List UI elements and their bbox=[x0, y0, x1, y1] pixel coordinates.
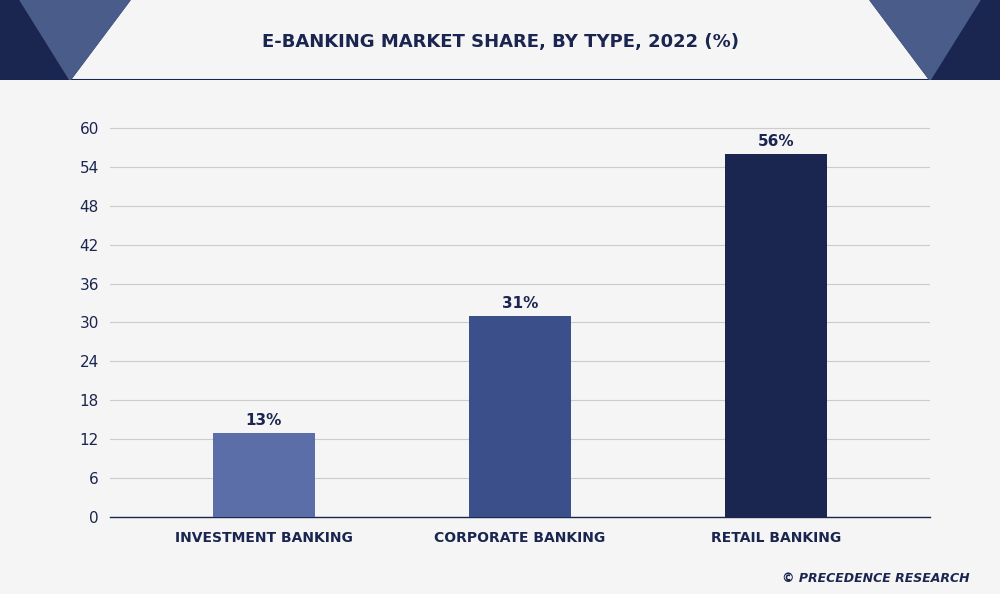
Polygon shape bbox=[20, 0, 130, 80]
Bar bbox=[212, 432, 315, 517]
Polygon shape bbox=[870, 0, 1000, 80]
Text: 13%: 13% bbox=[246, 413, 282, 428]
Text: 31%: 31% bbox=[502, 296, 538, 311]
Polygon shape bbox=[0, 0, 130, 80]
Polygon shape bbox=[870, 0, 980, 80]
Bar bbox=[725, 154, 827, 517]
Text: © PRECEDENCE RESEARCH: © PRECEDENCE RESEARCH bbox=[782, 572, 970, 585]
Bar bbox=[469, 316, 571, 517]
Text: E-BANKING MARKET SHARE, BY TYPE, 2022 (%): E-BANKING MARKET SHARE, BY TYPE, 2022 (%… bbox=[262, 33, 738, 50]
Text: 56%: 56% bbox=[758, 134, 795, 149]
